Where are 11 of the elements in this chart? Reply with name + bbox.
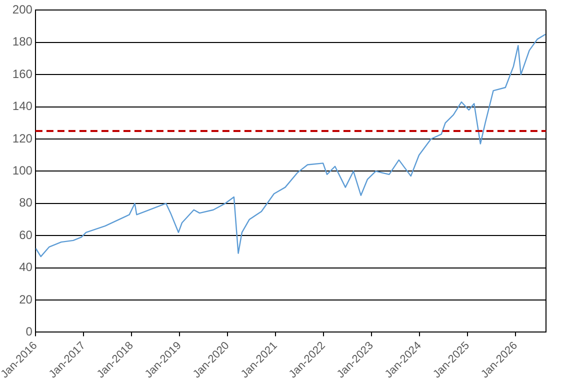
- y-tick-label: 160: [12, 66, 33, 81]
- y-tick-label: 120: [12, 131, 33, 146]
- y-tick-label: 40: [19, 260, 33, 274]
- y-tick-label: 140: [12, 99, 33, 114]
- y-tick-label: 100: [12, 164, 33, 178]
- y-tick-label: 180: [12, 34, 33, 49]
- y-tick-label: 0: [26, 324, 33, 339]
- y-tick-label: 20: [19, 292, 33, 306]
- y-tick-label: 80: [19, 196, 33, 210]
- y-tick-label: 60: [19, 228, 33, 242]
- y-tick-label: 200: [12, 2, 33, 17]
